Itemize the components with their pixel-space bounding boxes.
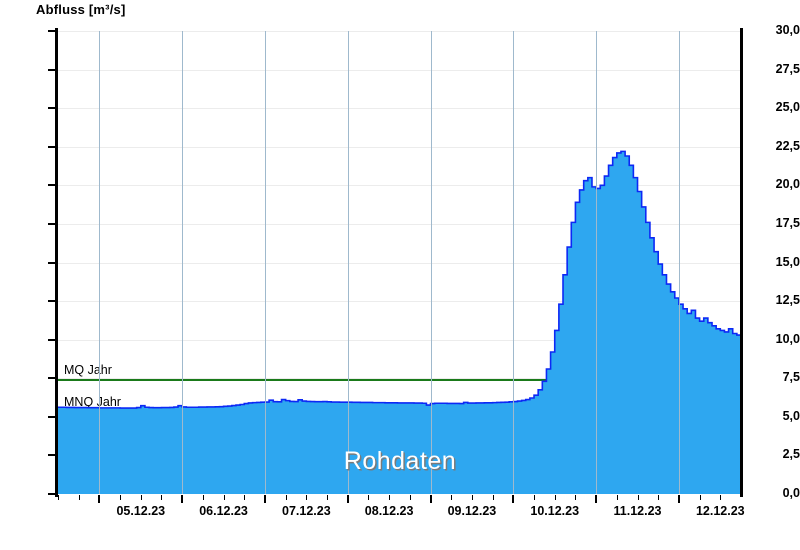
x-tick-mark-minor: [471, 495, 473, 500]
x-tick-mark-major: [677, 495, 680, 503]
y-tick-mark: [48, 30, 57, 32]
x-tick-mark-minor: [492, 495, 494, 500]
x-tick-mark-major: [429, 495, 432, 503]
gridline-horizontal: [58, 69, 741, 71]
y-tick-label: 25,0: [775, 100, 800, 115]
x-tick-mark-major: [595, 495, 598, 503]
x-tick-mark-minor: [202, 495, 204, 500]
discharge-outline: [58, 150, 741, 409]
y-tick-mark: [48, 68, 57, 71]
gridline-horizontal: [58, 262, 741, 264]
gridline-horizontal: [58, 146, 741, 148]
gridline-vertical: [678, 31, 680, 494]
x-tick-mark-minor: [161, 495, 163, 500]
gridline-horizontal: [58, 185, 741, 187]
x-tick-mark-minor: [658, 495, 660, 500]
reference-line-mq-jahr: [58, 379, 741, 381]
y-axis-title: Abfluss [m³/s]: [36, 2, 126, 17]
reference-label-mnq-jahr: MNQ Jahr: [64, 394, 121, 409]
x-tick-mark-minor: [699, 495, 701, 500]
y-tick-label: 20,0: [775, 177, 800, 192]
gridline-horizontal: [58, 31, 741, 32]
x-tick-mark-minor: [78, 495, 80, 500]
x-tick-mark-major: [263, 495, 266, 503]
x-tick-label: 11.12.23: [613, 504, 662, 518]
x-tick-mark-major: [512, 495, 515, 503]
gridline-vertical: [430, 31, 432, 494]
y-tick-label: 22,5: [775, 138, 800, 153]
gridline-horizontal: [58, 108, 741, 110]
x-tick-mark-minor: [306, 495, 308, 500]
y-tick-mark: [48, 415, 57, 418]
y-tick-label: 15,0: [775, 254, 800, 269]
y-tick-mark: [48, 338, 57, 341]
gridline-horizontal: [58, 301, 741, 303]
y-tick-mark: [48, 493, 57, 495]
x-tick-label: 05.12.23: [116, 504, 166, 518]
x-tick-mark-minor: [223, 495, 225, 500]
x-tick-mark-minor: [285, 495, 287, 500]
y-tick-mark: [48, 145, 57, 148]
x-tick-mark-minor: [140, 495, 142, 500]
y-tick-mark: [48, 454, 57, 457]
x-tick-mark-minor: [451, 495, 453, 500]
x-tick-mark-minor: [637, 495, 639, 500]
x-tick-mark-minor: [389, 495, 391, 500]
x-tick-label: 06.12.23: [199, 504, 248, 518]
y-tick-mark: [48, 261, 57, 264]
y-tick-label: 12,5: [775, 293, 800, 308]
y-tick-label: 7,5: [782, 370, 800, 385]
y-tick-label: 27,5: [775, 61, 800, 76]
x-tick-mark-major: [181, 495, 184, 503]
y-tick-mark: [48, 300, 57, 303]
gridline-horizontal: [58, 378, 741, 380]
x-tick-mark-major: [346, 495, 349, 503]
x-tick-mark-minor: [327, 495, 329, 500]
y-tick-mark: [48, 107, 57, 110]
right-axis-line: [740, 28, 743, 497]
y-tick-label: 10,0: [775, 331, 800, 346]
x-tick-label: 10.12.23: [530, 504, 580, 518]
y-tick-label: 17,5: [775, 215, 800, 230]
x-tick-label: 12.12.23: [695, 504, 745, 518]
x-tick-mark-minor: [534, 495, 536, 500]
x-tick-mark-minor: [575, 495, 577, 500]
gridline-horizontal: [58, 223, 741, 225]
y-tick-label: 5,0: [782, 408, 800, 423]
gridline-vertical: [596, 31, 598, 494]
gridline-vertical: [347, 31, 349, 494]
x-tick-mark-minor: [368, 495, 370, 500]
discharge-fill: [58, 151, 741, 494]
y-tick-label: 2,5: [782, 447, 800, 462]
x-tick-label: 09.12.23: [447, 504, 497, 518]
gridline-vertical: [513, 31, 515, 494]
x-tick-mark-minor: [616, 495, 618, 500]
gridline-vertical: [182, 31, 184, 494]
x-tick-mark-major: [98, 495, 101, 503]
y-tick-mark: [48, 184, 57, 187]
x-tick-mark-minor: [244, 495, 246, 500]
x-tick-mark-minor: [58, 495, 59, 500]
x-tick-label: 07.12.23: [282, 504, 331, 518]
x-tick-mark-minor: [409, 495, 411, 500]
x-tick-label: 08.12.23: [364, 504, 414, 518]
y-axis-line: [55, 28, 58, 497]
x-tick-mark-minor: [554, 495, 556, 500]
y-tick-label: 0,0: [782, 486, 800, 500]
gridline-horizontal: [58, 339, 741, 341]
x-tick-mark-minor: [720, 495, 722, 500]
x-tick-mark-minor: [120, 495, 122, 500]
gridline-vertical: [99, 31, 101, 494]
y-tick-label: 30,0: [775, 23, 800, 37]
discharge-area-series: [58, 150, 741, 494]
y-tick-mark: [48, 222, 57, 225]
gridline-vertical: [264, 31, 266, 494]
y-tick-mark: [48, 377, 57, 380]
